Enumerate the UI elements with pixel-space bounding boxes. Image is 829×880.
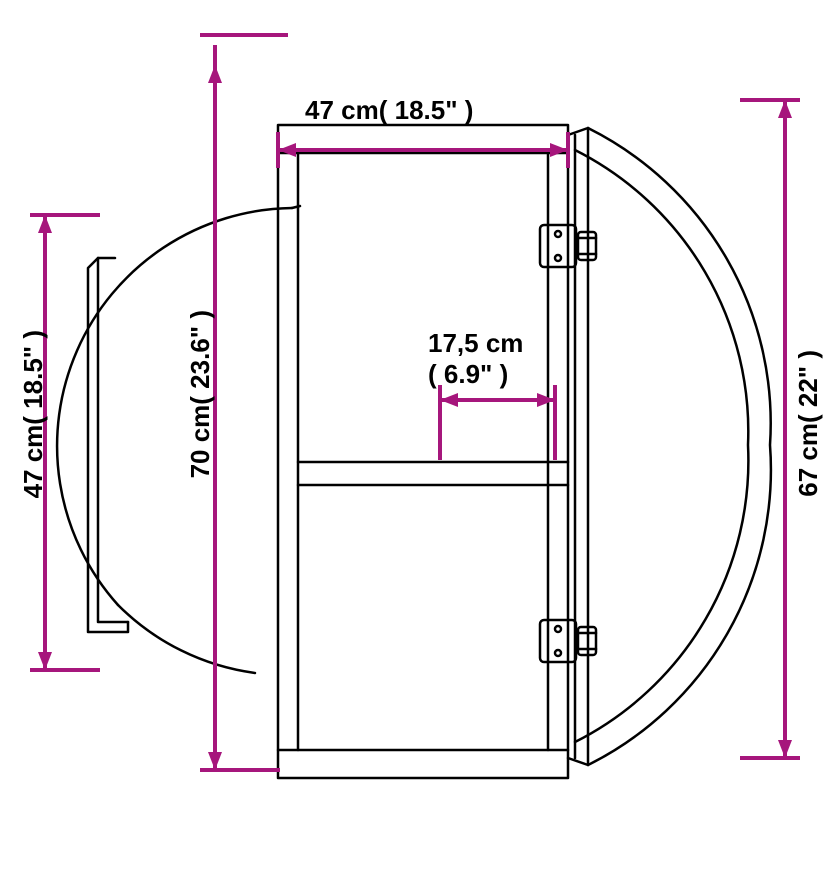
dim-left-inner-label: 70 cm( 23.6" ) [185,310,216,478]
dim-right-label: 67 cm( 22" ) [793,350,824,497]
dim-top-width-label: 47 cm( 18.5" ) [305,95,473,126]
dim-inner-depth-label-line1: 17,5 cm( 6.9" ) [428,328,523,390]
dimension-lines [0,0,829,880]
dim-inner-depth-text-2: ( 6.9" ) [428,359,523,390]
dim-left-outer-label: 47 cm( 18.5" ) [18,330,49,498]
dim-inner-depth-text-1: 17,5 cm [428,328,523,359]
diagram-canvas: 47 cm( 18.5" ) 17,5 cm( 6.9" ) 47 cm( 18… [0,0,829,880]
